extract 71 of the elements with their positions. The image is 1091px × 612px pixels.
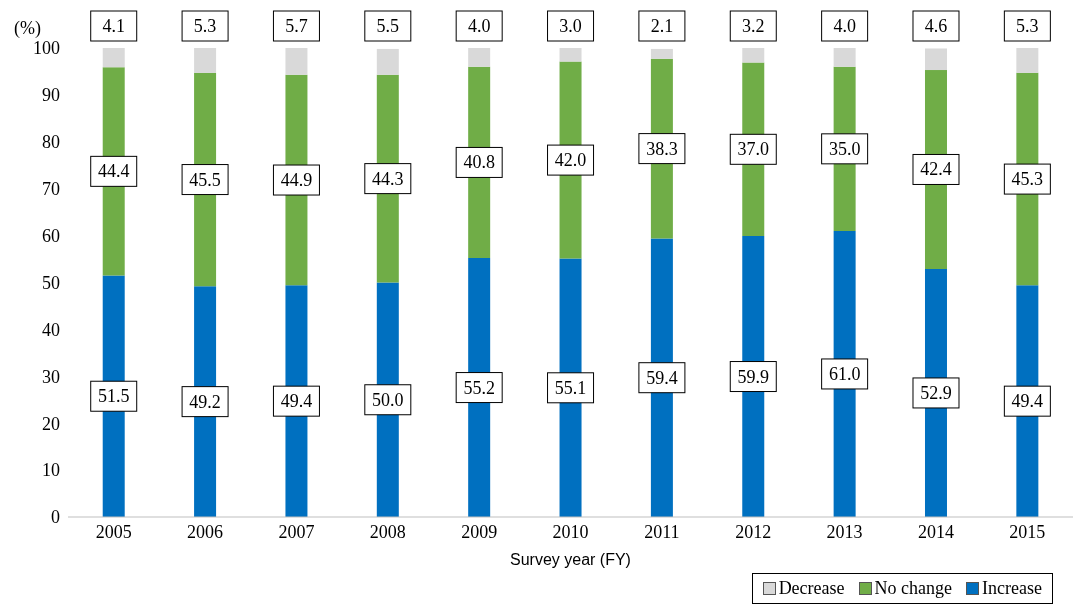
data-label: 44.4	[97, 161, 130, 182]
y-tick-label: 20	[42, 413, 60, 434]
bar	[1016, 48, 1039, 73]
y-axis-title: (%)	[14, 18, 41, 39]
x-tick-label: 2008	[369, 521, 406, 542]
data-label: 42.0	[554, 150, 587, 171]
x-tick-label: 2014	[917, 521, 954, 542]
data-label: 42.4	[920, 159, 952, 180]
x-tick-label: 2009	[461, 521, 498, 542]
bar	[194, 48, 217, 73]
data-label: 50.0	[372, 389, 404, 410]
data-label: 59.9	[737, 366, 770, 387]
data-label: 37.0	[737, 139, 770, 160]
y-tick-label: 70	[42, 179, 60, 200]
x-tick-label: 2013	[826, 521, 863, 542]
data-label: 49.2	[189, 391, 221, 412]
x-tick-label: 2012	[735, 521, 772, 542]
data-label: 5.3	[193, 16, 217, 36]
x-tick-label: 2010	[552, 521, 589, 542]
y-tick-label: 100	[33, 38, 60, 59]
x-axis-title: Survey year (FY)	[510, 551, 631, 568]
legend-label: Decrease	[777, 578, 845, 599]
bar	[468, 48, 491, 67]
y-tick-label: 60	[42, 225, 60, 246]
x-tick-label: 2006	[187, 521, 224, 542]
data-label: 35.0	[828, 138, 861, 159]
bar	[924, 48, 947, 71]
data-label: 5.7	[285, 16, 308, 36]
data-label: 5.3	[1016, 16, 1039, 36]
bar	[833, 48, 856, 67]
data-label: 5.5	[376, 16, 400, 36]
data-label: 55.1	[554, 377, 587, 398]
data-label: 4.0	[467, 16, 491, 36]
legend-label: Increase	[981, 578, 1042, 599]
data-label: 61.0	[828, 363, 861, 384]
data-label: 55.2	[463, 377, 495, 398]
data-label: 49.4	[280, 391, 313, 412]
x-tick-label: 2007	[278, 521, 315, 542]
y-tick-label: 40	[42, 319, 60, 340]
y-tick-label: 90	[42, 85, 60, 106]
bar	[742, 48, 765, 63]
x-tick-label: 2005	[95, 521, 132, 542]
y-tick-label: 30	[42, 366, 60, 387]
bar	[102, 48, 125, 68]
data-label: 4.0	[833, 16, 856, 36]
data-label: 4.6	[924, 16, 948, 36]
data-label: 44.3	[372, 168, 404, 189]
data-label: 2.1	[650, 16, 674, 36]
data-label: 45.3	[1011, 169, 1044, 190]
data-label: 45.5	[189, 169, 221, 190]
y-tick-label: 50	[42, 272, 60, 293]
data-label: 44.9	[280, 170, 313, 191]
y-tick-label: 80	[42, 132, 60, 153]
data-label: 4.1	[102, 16, 125, 36]
y-tick-label: 0	[51, 507, 60, 528]
bar	[559, 48, 582, 62]
data-label: 49.4	[1011, 391, 1044, 412]
x-tick-label: 2011	[644, 521, 680, 542]
x-tick-label: 2015	[1009, 521, 1046, 542]
bar	[650, 48, 673, 59]
y-tick-label: 10	[42, 460, 60, 481]
data-label: 3.0	[559, 16, 582, 36]
data-label: 59.4	[646, 367, 678, 388]
bar	[285, 48, 308, 75]
data-label: 52.9	[920, 382, 952, 403]
data-label: 51.5	[97, 386, 130, 407]
bar	[376, 48, 399, 75]
data-label: 40.8	[463, 152, 495, 173]
data-label: 3.2	[742, 16, 765, 36]
data-label: 38.3	[646, 138, 678, 159]
legend-label: No change	[873, 578, 953, 599]
